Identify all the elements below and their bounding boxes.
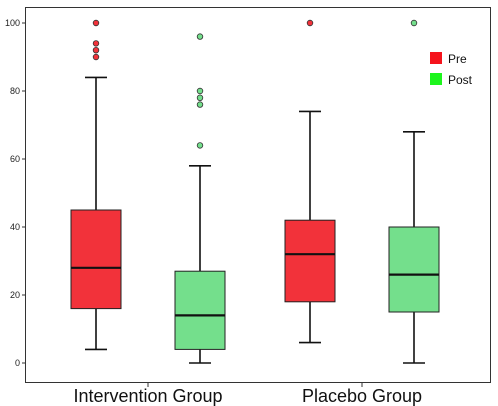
outlier-point	[196, 142, 204, 149]
iqr-box	[70, 209, 122, 310]
iqr-box	[388, 226, 440, 313]
box-pre-placebo	[284, 19, 336, 344]
x-category-label: Intervention Group	[73, 386, 222, 406]
plot-frame	[25, 7, 491, 383]
legend-swatch	[430, 52, 442, 64]
outlier-point	[196, 33, 204, 40]
outlier-point	[92, 47, 100, 54]
outlier-point	[410, 19, 418, 27]
box-post-placebo	[388, 19, 440, 364]
iqr-box	[174, 270, 226, 350]
outlier-point	[196, 87, 204, 95]
outlier-point	[92, 53, 100, 61]
y-tick-label: 60	[10, 154, 20, 164]
legend-label: Pre	[448, 52, 467, 66]
y-tick-label: 20	[10, 290, 20, 300]
outlier-point	[92, 19, 100, 27]
outlier-point	[92, 40, 100, 47]
legend-swatch	[430, 73, 442, 85]
outlier-point	[196, 94, 204, 101]
outlier-point	[196, 101, 204, 108]
outlier-point	[306, 19, 314, 27]
y-tick-label: 80	[10, 86, 20, 96]
y-axis: 0 20 40 60 80 100	[5, 18, 26, 368]
iqr-box	[284, 219, 336, 303]
box-pre-intervention	[70, 19, 122, 351]
box-post-intervention	[174, 33, 226, 364]
legend: Pre Post	[430, 52, 473, 87]
x-axis: Intervention Group Placebo Group	[73, 382, 422, 406]
x-category-label: Placebo Group	[302, 386, 422, 406]
y-tick-label: 0	[15, 358, 20, 368]
legend-label: Post	[448, 73, 473, 87]
y-tick-label: 40	[10, 222, 20, 232]
boxes	[70, 19, 440, 364]
y-tick-label: 100	[5, 18, 20, 28]
